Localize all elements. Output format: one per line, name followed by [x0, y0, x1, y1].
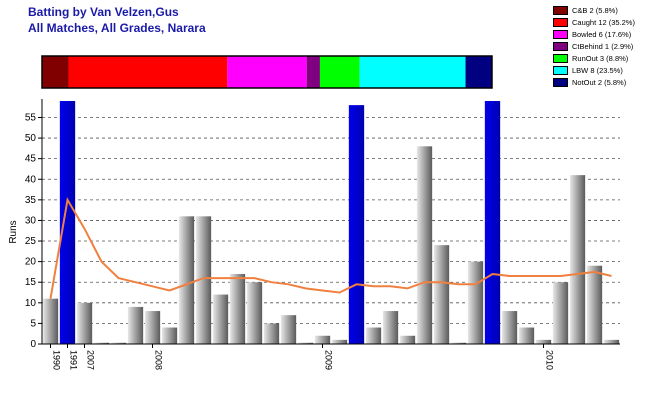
run-bar [229, 273, 246, 344]
distribution-segment [42, 56, 69, 88]
run-bar [246, 282, 263, 344]
distribution-segment [68, 56, 228, 88]
legend-label: Bowled 6 (17.6%) [572, 29, 632, 39]
run-bar [433, 245, 450, 344]
x-tick-label: 2009 [324, 350, 334, 370]
legend-label: Caught 12 (35.2%) [572, 17, 635, 27]
y-tick-label: 50 [25, 133, 37, 144]
y-tick-label: 25 [25, 236, 37, 247]
legend-swatch [553, 17, 568, 27]
x-tick-label: 2007 [86, 350, 96, 370]
legend-label: LBW 8 (23.5%) [572, 65, 623, 75]
legend-swatch [553, 77, 568, 87]
y-tick-label: 40 [25, 174, 37, 185]
run-bar [501, 311, 518, 344]
run-bar [178, 216, 195, 344]
run-bar [382, 311, 399, 344]
run-bar [569, 175, 586, 344]
run-bar [518, 327, 535, 344]
legend-label: NotOut 2 (5.8%) [572, 77, 627, 87]
legend-item: Caught 12 (35.2%) [553, 16, 645, 28]
run-bar [161, 327, 178, 344]
legend: C&B 2 (5.8%) Caught 12 (35.2%) Bowled 6 (1… [553, 4, 645, 88]
run-bar [535, 339, 552, 344]
legend-item: RunOut 3 (8.8%) [553, 52, 645, 64]
x-tick-label: 1990 [52, 350, 62, 370]
y-tick-label: 45 [25, 154, 37, 165]
legend-swatch [553, 29, 568, 39]
legend-item: Bowled 6 (17.6%) [553, 28, 645, 40]
y-tick-label: 0 [30, 339, 36, 350]
y-tick-label: 30 [25, 215, 37, 226]
distribution-segment [465, 56, 492, 88]
run-bars [42, 101, 620, 344]
y-tick-label: 35 [25, 195, 37, 206]
distribution-segment [306, 56, 320, 88]
legend-label: RunOut 3 (8.8%) [572, 53, 629, 63]
x-tick-label: 2010 [545, 350, 555, 370]
legend-label: CtBehind 1 (2.9%) [572, 41, 634, 51]
legend-item: NotOut 2 (5.8%) [553, 76, 645, 88]
distribution-segment [319, 56, 360, 88]
y-tick-label: 5 [30, 318, 36, 329]
average-line [49, 196, 612, 299]
run-bar [586, 265, 603, 344]
run-bar [467, 261, 484, 344]
legend-label: C&B 2 (5.8%) [572, 5, 618, 15]
dismissal-distribution-bar [41, 55, 493, 89]
chart-title: Batting by Van Velzen,Gus [28, 5, 179, 19]
legend-item: CtBehind 1 (2.9%) [553, 40, 645, 52]
run-bar [280, 315, 297, 344]
not-out-bar [484, 101, 501, 344]
legend-item: LBW 8 (23.5%) [553, 64, 645, 76]
run-bar [450, 342, 467, 344]
run-bar [195, 216, 212, 344]
legend-swatch [553, 5, 568, 15]
distribution-segment [359, 56, 466, 88]
run-bar [552, 282, 569, 344]
run-bar [76, 302, 93, 344]
y-tick-label: 10 [25, 298, 37, 309]
gridlines [42, 117, 620, 324]
distribution-frame [41, 55, 493, 89]
run-bar [110, 342, 127, 344]
run-bar [144, 311, 161, 344]
not-out-bar [59, 101, 76, 344]
legend-swatch [553, 41, 568, 51]
x-tick-label: 1991 [69, 350, 79, 370]
run-bar [314, 335, 331, 344]
not-out-bar [348, 105, 365, 344]
run-bar [93, 342, 110, 344]
run-bar [603, 339, 620, 344]
run-bar [42, 298, 59, 344]
chart-subtitle: All Matches, All Grades, Narara [28, 21, 206, 35]
axes: 0 5 10 15 20 25 30 35 40 45 50 55 1990 1991 2007 2008 20… [25, 99, 620, 370]
y-axis-label: Runs [8, 220, 19, 243]
run-bar [365, 327, 382, 344]
run-bar [399, 335, 416, 344]
distribution-segment [227, 56, 307, 88]
run-bar [416, 146, 433, 344]
x-tick-label: 2008 [154, 350, 164, 370]
legend-swatch [553, 53, 568, 63]
run-bar [212, 294, 229, 344]
run-bar [127, 306, 144, 344]
run-bar [263, 323, 280, 344]
legend-swatch [553, 65, 568, 75]
run-bar [297, 342, 314, 344]
run-bar [331, 339, 348, 344]
legend-item: C&B 2 (5.8%) [553, 4, 645, 16]
y-tick-label: 20 [25, 257, 37, 268]
y-tick-label: 15 [25, 277, 37, 288]
y-tick-label: 55 [25, 112, 37, 123]
